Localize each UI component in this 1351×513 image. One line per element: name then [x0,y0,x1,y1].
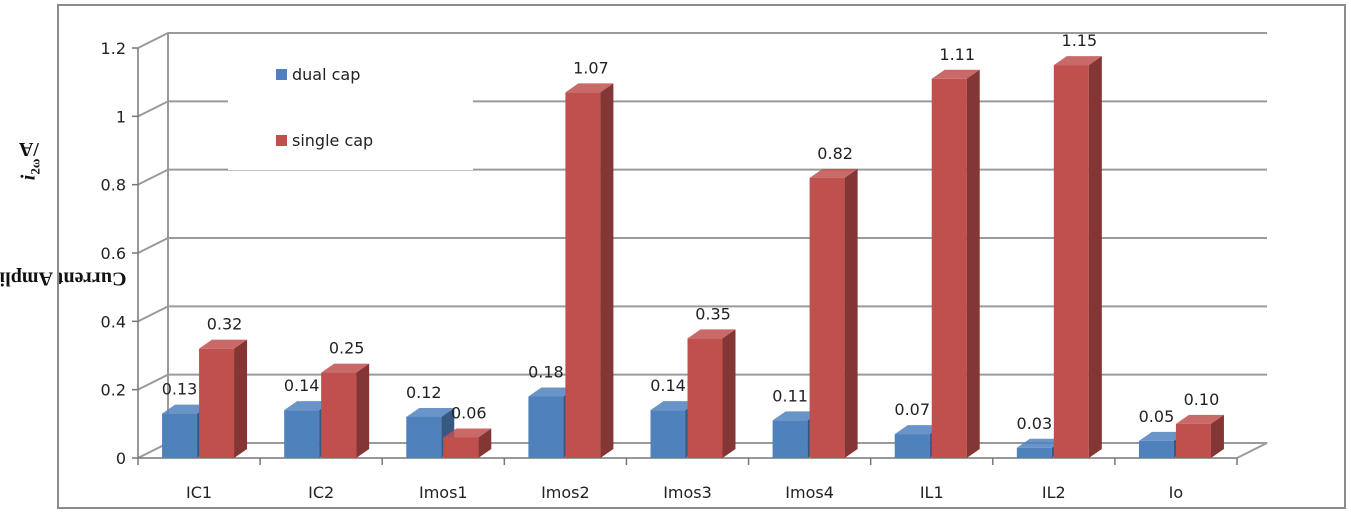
axes: 0 0.2 0.4 0.6 0.8 1 1.2 IC1 IC2 Imos1 Imos2 Imos3 Im… [101,39,1238,502]
x-tick-label: IC1 [186,483,212,502]
data-label: 0.12 [406,383,442,402]
labels: 0.13 0.32 0.14 0.25 0.12 0.06 0.18 1.07 0.14 0.35… [162,31,1220,433]
y-tick-label: 0.8 [101,176,126,195]
x-tick-label: Imos2 [541,483,590,502]
data-label: 0.35 [695,304,731,323]
data-label: 0.14 [650,376,686,395]
x-tick-label: Imos3 [663,483,712,502]
x-tick-label: IC2 [308,483,334,502]
data-label: 0.11 [772,386,808,405]
data-label: 1.11 [939,45,975,64]
data-label: 0.07 [894,400,930,419]
data-label: 1.07 [573,58,609,77]
y-tick-label: 0.2 [101,381,126,400]
gridline [137,32,1267,49]
gridline [137,100,1267,118]
bar-single-cap [199,339,248,458]
data-label: 0.25 [329,339,365,358]
data-label: 0.06 [451,404,487,423]
data-label: 0.05 [1139,407,1175,426]
bar-single-cap [443,428,492,458]
x-tick-label: Imos4 [785,483,834,502]
bar-single-cap [321,363,370,458]
x-tick-label: Imos1 [419,483,468,502]
y-tick-label: 0.6 [101,244,126,263]
legend-entry: dual cap [292,65,360,84]
legend: dual cap single cap [228,58,473,170]
gridline [137,373,1267,391]
data-label: 1.15 [1062,31,1098,50]
legend-entry: single cap [292,131,373,150]
chart-frame [57,4,1346,509]
y-tick-label: 0 [116,449,126,468]
legend-swatch [276,69,287,80]
bar-single-cap [687,329,736,458]
gridline [137,237,1267,254]
y-tick-label: 1.2 [101,39,126,58]
bar-single-cap [1175,414,1224,458]
gridline [137,168,1267,186]
y-tick-label: 0.4 [101,312,126,331]
gridline [137,305,1267,323]
y-tick-label: 1 [116,107,126,126]
data-label: 0.10 [1184,390,1220,409]
data-label: 0.32 [207,315,243,334]
data-label: 0.14 [284,376,320,395]
x-tick-label: IL2 [1042,483,1066,502]
data-label: 0.13 [162,380,198,399]
legend-background [228,58,473,170]
data-label: 0.18 [528,363,564,382]
x-tick-label: IL1 [920,483,944,502]
data-label: 0.82 [817,144,853,163]
bar-single-cap [931,69,980,458]
legend-swatch [276,135,287,146]
bar-single-cap [809,168,858,459]
bar-single-cap [1053,56,1102,458]
data-label: 0.03 [1017,414,1053,433]
bars [162,56,1224,459]
bar-single-cap [565,83,614,459]
x-tick-label: Io [1169,483,1184,502]
grid [137,32,1268,459]
